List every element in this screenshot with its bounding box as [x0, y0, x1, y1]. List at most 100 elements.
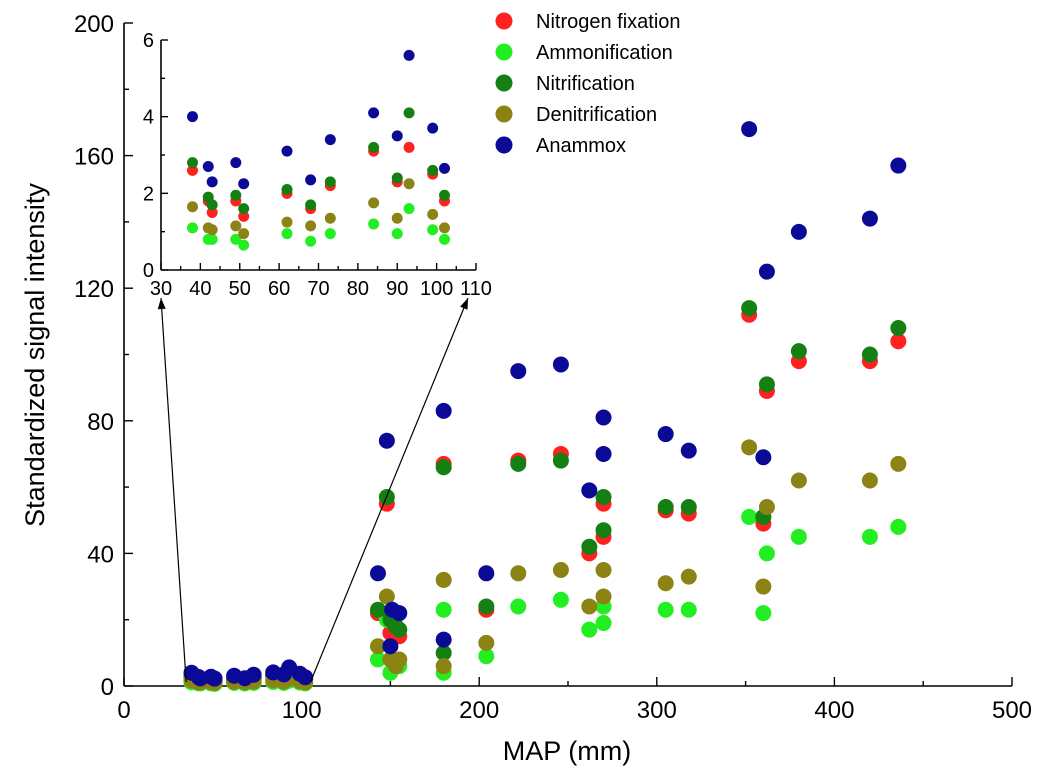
data-point [595, 615, 612, 632]
inset-data-point [391, 228, 403, 240]
inset-data-point [403, 203, 415, 215]
data-point [552, 561, 569, 578]
data-point [510, 363, 527, 380]
inset-plot: 30 40 50 60 70 80 90 100 110 0 2 4 6 [143, 30, 492, 300]
inset-data-point [238, 239, 250, 251]
data-point [861, 346, 878, 363]
data-point [297, 669, 314, 686]
y-tick-label: 160 [74, 144, 114, 171]
inset-data-point [305, 235, 317, 247]
inset-x-tick-label: 40 [189, 278, 211, 300]
data-point [478, 648, 495, 665]
data-point [741, 300, 758, 317]
inset-y-tick-label: 4 [143, 107, 154, 129]
data-point [369, 638, 386, 655]
data-point [595, 445, 612, 462]
inset-data-point [439, 189, 450, 201]
data-point [741, 508, 758, 525]
inset-x-tick-label: 50 [229, 278, 251, 300]
data-point [890, 518, 907, 535]
inset-data-point [238, 178, 250, 190]
x-tick-label: 400 [814, 697, 854, 724]
legend-marker [495, 12, 513, 30]
data-point [890, 333, 907, 350]
inset-data-point [403, 107, 415, 119]
data-point [369, 565, 386, 582]
y-axis-title: Standardized signal intensity [20, 183, 50, 527]
data-point [741, 439, 758, 456]
inset-data-point [187, 222, 198, 234]
data-point [478, 598, 495, 615]
data-point [741, 121, 758, 138]
data-point [435, 644, 452, 661]
legend-label: Denitrification [536, 104, 657, 126]
inset-data-point [206, 176, 218, 188]
data-point [890, 455, 907, 472]
inset-data-point [238, 203, 250, 215]
inset-data-point [368, 218, 380, 230]
inset-data-point [281, 228, 293, 240]
inset-data-point [206, 207, 218, 218]
data-point [435, 571, 452, 588]
data-point [680, 442, 697, 459]
data-point [657, 426, 674, 443]
inset-y-tick-label: 0 [143, 260, 154, 282]
data-point [435, 402, 452, 419]
inset-data-point [238, 210, 250, 222]
y-tick-label: 40 [87, 541, 114, 568]
data-point [595, 522, 612, 539]
data-point [657, 498, 674, 515]
data-point [391, 621, 408, 638]
inset-data-point [324, 176, 336, 188]
inset-data-point [368, 197, 380, 209]
data-point [552, 452, 569, 469]
x-axis-title: MAP (mm) [503, 736, 632, 766]
inset-data-point [403, 49, 415, 61]
inset-data-point [324, 134, 336, 146]
data-point [758, 376, 775, 393]
legend-label: Anammox [536, 135, 626, 157]
inset-data-point [439, 233, 450, 245]
data-point [369, 651, 386, 668]
zoom-line-right-arrowhead [460, 298, 468, 310]
y-tick-label: 200 [74, 11, 114, 38]
zoom-line-left [160, 297, 187, 683]
y-tick-label: 0 [101, 674, 114, 701]
data-point [581, 621, 598, 638]
inset-data-point [305, 199, 317, 211]
data-point [206, 670, 223, 687]
inset-data-point [187, 111, 198, 123]
inset-data-point [427, 208, 439, 220]
data-point [595, 588, 612, 605]
inset-data-point [281, 184, 293, 195]
inset-x-tick-label: 100 [420, 278, 453, 300]
inset-data-point [324, 228, 336, 240]
zoom-line-left-arrowhead [157, 298, 166, 310]
data-point [510, 565, 527, 582]
data-point [890, 319, 907, 336]
inset-data-point [230, 220, 242, 232]
inset-data-point [439, 222, 450, 234]
data-point [755, 449, 772, 466]
inset-data-point [439, 162, 450, 174]
x-tick-label: 100 [282, 697, 322, 724]
inset-data-point [230, 189, 242, 201]
inset-data-point [427, 122, 439, 134]
inset-y-tick-label: 6 [143, 30, 154, 52]
data-point [595, 409, 612, 426]
data-point [510, 455, 527, 472]
data-point [581, 482, 598, 499]
legend-label: Ammonification [536, 42, 673, 64]
data-point [890, 157, 907, 174]
inset-data-point [391, 172, 403, 184]
inset-data-point [324, 212, 336, 224]
inset-data-point [305, 174, 317, 186]
data-point [369, 601, 386, 618]
data-point [581, 538, 598, 555]
data-point [391, 605, 408, 622]
data-point [861, 210, 878, 227]
x-tick-label: 300 [637, 697, 677, 724]
y-tick-label: 120 [74, 276, 114, 303]
data-point [391, 651, 408, 668]
